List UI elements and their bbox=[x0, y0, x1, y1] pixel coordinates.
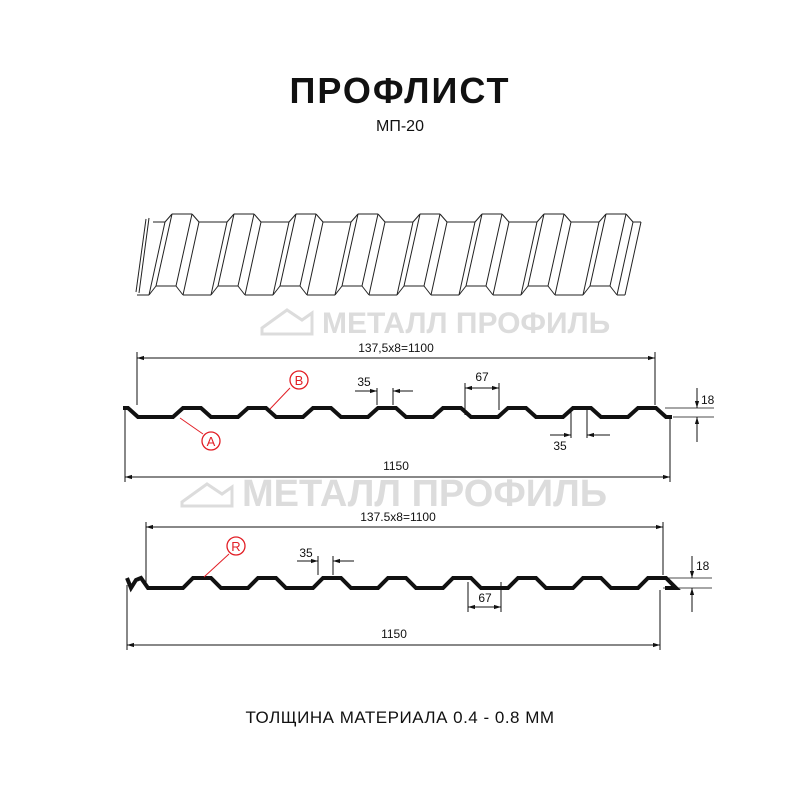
sheet-edge bbox=[501, 213, 510, 223]
sheet-edge bbox=[272, 285, 281, 296]
sheet-edge bbox=[582, 221, 600, 296]
sheet-edge bbox=[527, 213, 545, 287]
sheet-edge bbox=[609, 213, 627, 287]
sheet-edge bbox=[403, 213, 421, 287]
sheet-edge bbox=[439, 213, 448, 223]
sheet-edge bbox=[288, 213, 297, 223]
profile-top: 137,5x8=1100 1150 35 67 35 18 B A bbox=[123, 341, 715, 482]
sheet-edge bbox=[299, 285, 308, 296]
rib-base-label: 67 bbox=[475, 370, 489, 384]
sheet-edge bbox=[396, 285, 405, 296]
width-label: 1150 bbox=[381, 627, 407, 641]
sheet-edge bbox=[492, 221, 510, 296]
sheet-edge bbox=[306, 221, 324, 296]
sheet-perspective-view bbox=[135, 213, 642, 296]
sheet-edge bbox=[334, 221, 352, 296]
sheet-edge bbox=[412, 213, 421, 223]
sheet-edge bbox=[563, 213, 572, 223]
sheet-edge bbox=[237, 213, 255, 287]
sheet-edge bbox=[598, 213, 607, 223]
sheet-edge bbox=[138, 217, 150, 294]
sheet-edge bbox=[253, 213, 262, 223]
sheet-edge bbox=[368, 221, 386, 296]
height-label: 18 bbox=[696, 559, 710, 573]
sheet-edge bbox=[272, 221, 290, 296]
svg-text:МЕТАЛЛ ПРОФИЛЬ: МЕТАЛЛ ПРОФИЛЬ bbox=[242, 473, 607, 515]
sheet-edge bbox=[279, 213, 297, 287]
sheet-edge bbox=[341, 213, 359, 287]
sheet-edge bbox=[616, 221, 634, 296]
sheet-edge bbox=[217, 213, 235, 287]
watermark-1: МЕТАЛЛ ПРОФИЛЬ bbox=[260, 307, 610, 340]
sheet-edge bbox=[465, 213, 483, 287]
watermark-logo-icon bbox=[180, 482, 234, 508]
sheet-edge bbox=[148, 285, 157, 296]
profile-top-section bbox=[123, 406, 672, 419]
sheet-edge bbox=[191, 213, 200, 223]
sheet-edge bbox=[423, 285, 432, 296]
sheet-edge bbox=[361, 213, 379, 287]
watermark-2: МЕТАЛЛ ПРОФИЛЬ bbox=[180, 473, 607, 515]
width-label: 1150 bbox=[383, 459, 409, 473]
sheet-edge bbox=[609, 285, 618, 296]
sheet-edge bbox=[350, 213, 359, 223]
height-label: 18 bbox=[701, 393, 715, 407]
sheet-edge bbox=[458, 221, 476, 296]
page-title: ПРОФЛИСТ bbox=[289, 70, 511, 111]
sheet-edge bbox=[155, 213, 173, 287]
profile-bottom: 137.5x8=1100 1150 35 67 18 R bbox=[125, 510, 712, 650]
sheet-edge bbox=[624, 221, 642, 296]
sheet-edge bbox=[474, 213, 483, 223]
bottom-rib-label: 35 bbox=[553, 439, 567, 453]
sheet-edge bbox=[520, 221, 538, 296]
marker-a bbox=[201, 431, 221, 451]
sheet-edge bbox=[135, 218, 147, 293]
sheet-edge bbox=[377, 213, 386, 223]
sheet-edge bbox=[226, 213, 235, 223]
sheet-edge bbox=[554, 221, 572, 296]
top-rib-label: 35 bbox=[357, 375, 371, 389]
marker-b bbox=[289, 370, 309, 390]
sheet-edge bbox=[361, 285, 370, 296]
sheet-edge bbox=[299, 213, 317, 287]
top-rib-label: 35 bbox=[299, 546, 313, 560]
sheet-edge bbox=[175, 285, 184, 296]
sheet-edge bbox=[175, 213, 193, 287]
pitch-label: 137,5x8=1100 bbox=[358, 341, 434, 355]
material-thickness-note: ТОЛЩИНА МАТЕРИАЛА 0.4 - 0.8 ММ bbox=[245, 708, 555, 727]
sheet-edge bbox=[237, 285, 246, 296]
marker-r bbox=[226, 536, 246, 556]
sheet-edge bbox=[210, 221, 228, 296]
sheet-edge bbox=[396, 221, 414, 296]
pitch-label: 137.5x8=1100 bbox=[360, 510, 436, 524]
sheet-edge bbox=[430, 221, 448, 296]
sheet-edge bbox=[589, 213, 607, 287]
svg-text:МЕТАЛЛ ПРОФИЛЬ: МЕТАЛЛ ПРОФИЛЬ bbox=[322, 307, 610, 340]
sheet-edge bbox=[148, 221, 166, 296]
sheet-edge bbox=[423, 213, 441, 287]
sheet-edge bbox=[547, 213, 565, 287]
sheet-edge bbox=[485, 213, 503, 287]
profile-bottom-section bbox=[125, 575, 681, 593]
sheet-edge bbox=[582, 285, 591, 296]
sheet-edge bbox=[547, 285, 556, 296]
sheet-edge bbox=[315, 213, 324, 223]
sheet-edge bbox=[458, 285, 467, 296]
svg-text:B: B bbox=[295, 373, 304, 388]
sheet-edge bbox=[182, 221, 200, 296]
sheet-edge bbox=[244, 221, 262, 296]
svg-text:R: R bbox=[231, 539, 240, 554]
rib-base-label: 67 bbox=[478, 591, 492, 605]
sheet-edge bbox=[625, 213, 634, 223]
svg-text:A: A bbox=[207, 434, 216, 449]
sheet-edge bbox=[334, 285, 343, 296]
sheet-edge bbox=[536, 213, 545, 223]
model-subtitle: МП-20 bbox=[376, 118, 424, 135]
sheet-edge bbox=[210, 285, 219, 296]
sheet-edge bbox=[520, 285, 529, 296]
sheet-edge bbox=[485, 285, 494, 296]
watermark-logo-icon bbox=[260, 308, 314, 336]
sheet-edge bbox=[164, 213, 173, 223]
